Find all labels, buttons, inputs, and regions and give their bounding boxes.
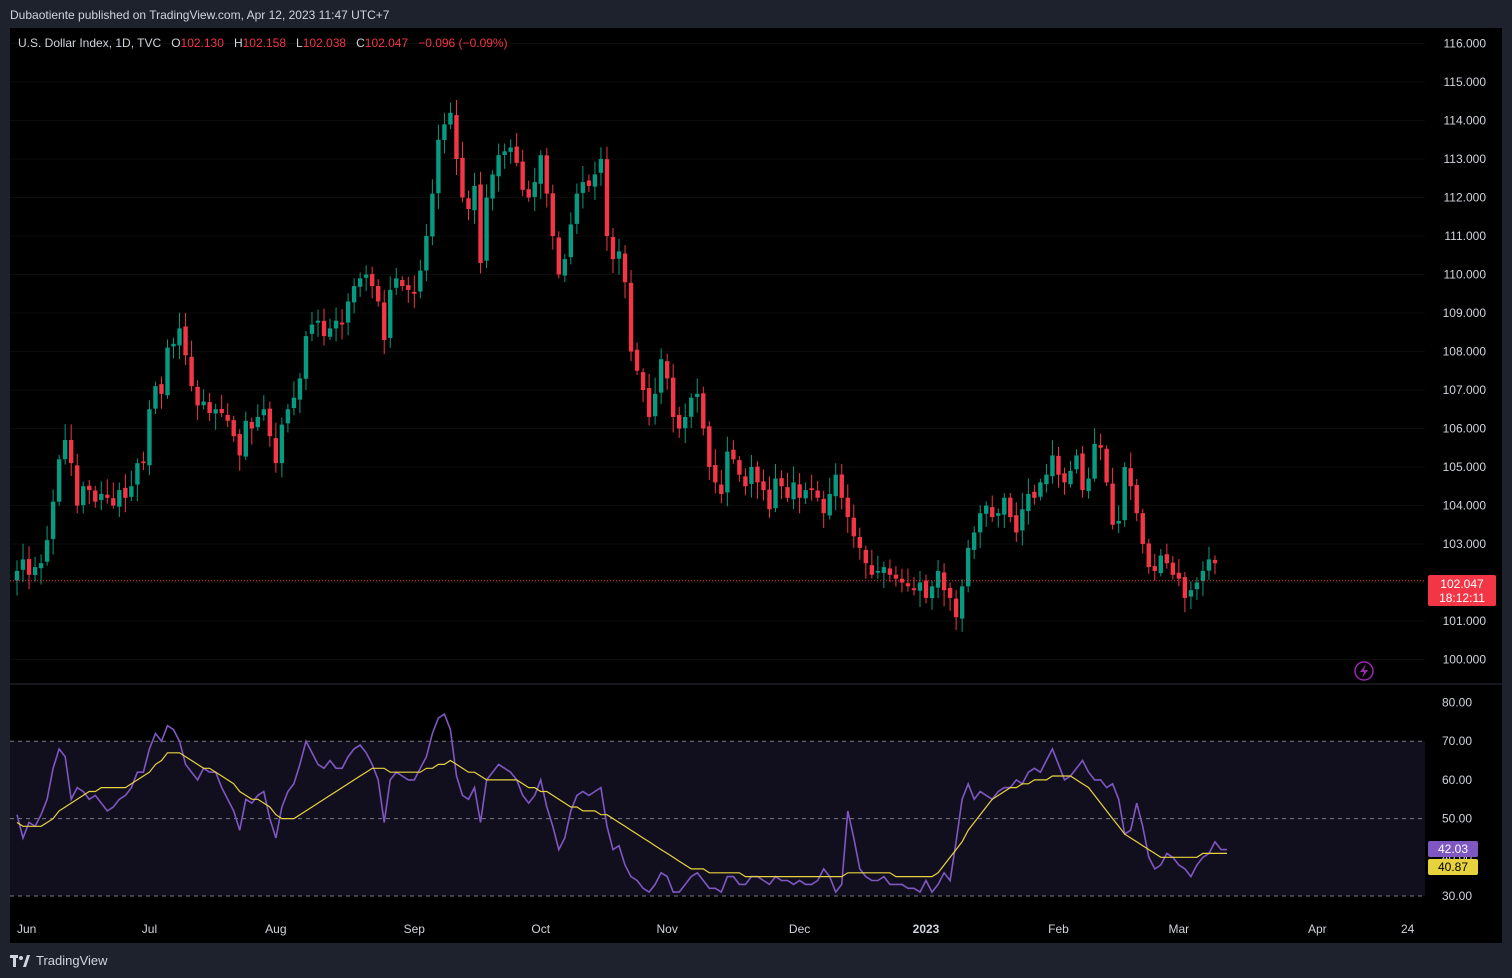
open-label: O bbox=[171, 36, 181, 50]
low-value: 102.038 bbox=[302, 36, 347, 50]
chart-area[interactable] bbox=[10, 28, 1502, 943]
high-value: 102.158 bbox=[242, 36, 286, 50]
open-value: 102.130 bbox=[180, 36, 224, 50]
published-info: Dubaotiente published on TradingView.com… bbox=[10, 8, 390, 22]
close-label: C bbox=[356, 36, 365, 50]
change-value: −0.096 (−0.09%) bbox=[418, 36, 508, 50]
tradingview-brand[interactable]: TradingView bbox=[10, 953, 108, 968]
symbol-name: U.S. Dollar Index, 1D, TVC bbox=[18, 36, 162, 50]
symbol-legend: U.S. Dollar Index, 1D, TVC O102.130 H102… bbox=[18, 36, 508, 50]
low-label: L bbox=[296, 36, 303, 50]
tradingview-logo-icon bbox=[10, 954, 30, 967]
close-value: 102.047 bbox=[364, 36, 409, 50]
brand-name: TradingView bbox=[36, 953, 108, 968]
top-bar: Dubaotiente published on TradingView.com… bbox=[0, 0, 1512, 28]
high-label: H bbox=[233, 36, 243, 50]
bottom-bar bbox=[0, 943, 1512, 978]
